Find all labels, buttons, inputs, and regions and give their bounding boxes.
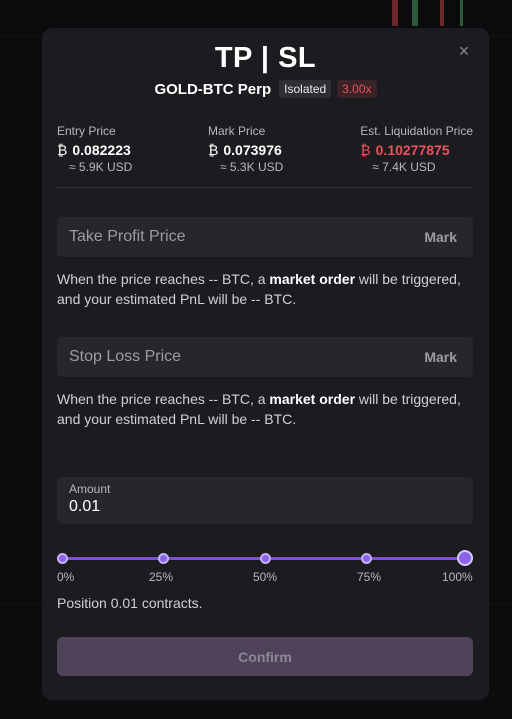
mark-price-label: Mark Price: [208, 124, 266, 138]
amount-slider[interactable]: [57, 550, 473, 566]
position-text: Position 0.01 contracts.: [57, 595, 203, 611]
liquidation-price-row: ₿ 0.10277875: [360, 142, 473, 158]
slider-tick-label: 25%: [149, 570, 174, 584]
market-name: GOLD-BTC Perp: [154, 80, 272, 98]
entry-price-stat: Entry Price ₿ 0.082223 ≈ 5.9K USD: [57, 124, 132, 174]
amount-label: Amount: [69, 482, 111, 496]
slider-tick-label: 75%: [357, 570, 382, 584]
hint-emphasis: market order: [269, 391, 356, 407]
tpsl-modal: × TP | SL GOLD-BTC Perp Isolated 3.00x E…: [42, 28, 489, 700]
entry-price-label: Entry Price: [57, 124, 116, 138]
bg-candle: [460, 0, 463, 26]
slider-tick-label: 50%: [253, 570, 278, 584]
slider-step-dot[interactable]: [57, 553, 68, 564]
take-profit-placeholder: Take Profit Price: [69, 228, 186, 245]
bg-candle: [440, 0, 444, 26]
leverage-badge: 3.00x: [337, 80, 377, 98]
liquidation-price-label: Est. Liquidation Price: [360, 124, 473, 138]
take-profit-input[interactable]: Take Profit Price Mark: [57, 217, 473, 257]
bitcoin-icon: ₿: [57, 142, 68, 158]
liquidation-price-stat: Est. Liquidation Price ₿ 0.10277875 ≈ 7.4…: [360, 124, 473, 174]
confirm-button[interactable]: Confirm: [57, 637, 473, 676]
slider-ticks: 0% 25% 50% 75% 100%: [57, 570, 473, 584]
slider-tick-label: 0%: [57, 570, 75, 584]
hint-text: When the price reaches -- BTC, a: [57, 271, 270, 287]
bitcoin-icon: ₿: [360, 142, 371, 158]
slider-step-dot[interactable]: [158, 553, 169, 564]
price-stats: Entry Price ₿ 0.082223 ≈ 5.9K USD Mark Pr…: [57, 124, 473, 188]
amount-value[interactable]: 0.01: [69, 498, 101, 515]
hint-text: When the price reaches -- BTC, a: [57, 391, 270, 407]
stop-loss-input[interactable]: Stop Loss Price Mark: [57, 337, 473, 377]
mark-price-stat: Mark Price ₿ 0.073976 ≈ 5.3K USD: [208, 124, 283, 174]
bg-candle: [412, 0, 418, 26]
margin-mode-badge: Isolated: [279, 80, 332, 98]
entry-price-row: ₿ 0.082223: [57, 142, 132, 158]
stop-loss-price-type[interactable]: Mark: [424, 349, 457, 365]
slider-step-dot[interactable]: [361, 553, 372, 564]
hint-emphasis: market order: [269, 271, 356, 287]
bg-candle: [392, 0, 398, 26]
liquidation-price-value: 0.10277875: [375, 142, 450, 158]
mark-price-usd: ≈ 5.3K USD: [220, 160, 284, 174]
bitcoin-icon: ₿: [208, 142, 219, 158]
take-profit-hint: When the price reaches -- BTC, a market …: [57, 269, 473, 309]
hint-text: will be triggered, and your estimated Pn…: [57, 391, 461, 427]
mark-price-row: ₿ 0.073976: [208, 142, 283, 158]
slider-step-dot[interactable]: [260, 553, 271, 564]
stop-loss-placeholder: Stop Loss Price: [69, 348, 182, 365]
market-info: GOLD-BTC Perp Isolated 3.00x: [42, 80, 489, 98]
liquidation-price-usd: ≈ 7.4K USD: [372, 160, 436, 174]
close-icon[interactable]: ×: [458, 41, 470, 61]
hint-text: will be triggered, and your estimated Pn…: [57, 271, 461, 307]
take-profit-price-type[interactable]: Mark: [424, 229, 457, 245]
entry-price-usd: ≈ 5.9K USD: [69, 160, 133, 174]
stop-loss-hint: When the price reaches -- BTC, a market …: [57, 389, 473, 429]
amount-input[interactable]: Amount 0.01: [57, 477, 473, 524]
slider-tick-label: 100%: [442, 570, 473, 584]
mark-price-value: 0.073976: [223, 142, 282, 158]
slider-thumb[interactable]: [457, 550, 473, 566]
modal-title: TP | SL: [214, 42, 317, 74]
entry-price-value: 0.082223: [72, 142, 131, 158]
divider: [57, 187, 473, 188]
